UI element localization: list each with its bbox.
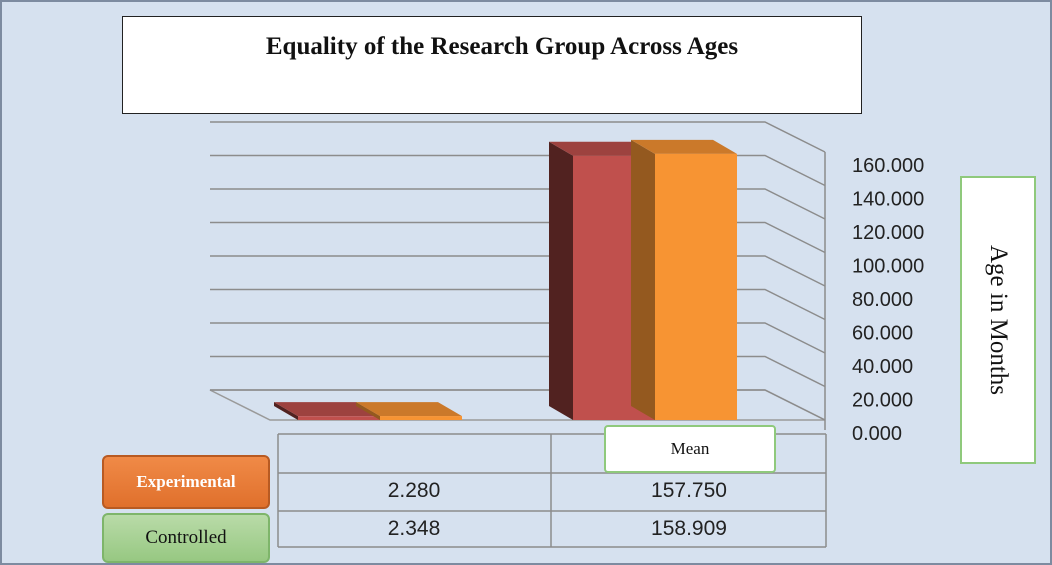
y-tick-label: 100.000 — [852, 256, 924, 278]
gridline — [210, 389, 826, 421]
bar-controlled-1 — [356, 402, 462, 420]
bar-top-face — [274, 402, 380, 417]
gridline — [210, 188, 826, 220]
bar-side-face — [274, 402, 298, 420]
gridline — [210, 121, 826, 153]
y-axis-label: Age in Months — [985, 245, 1012, 395]
chart-title-box: Equality of the Research Group Across Ag… — [122, 16, 862, 114]
gridline — [210, 154, 826, 187]
y-tick-label: 140.000 — [852, 189, 924, 211]
table-cell-controlled-1: 2.348 — [387, 517, 441, 540]
table-cell-experimental-1: 2.280 — [387, 479, 441, 502]
category-label-mean: Mean — [604, 425, 776, 473]
bar-top-face — [631, 139, 737, 154]
gridline — [210, 288, 826, 321]
legend-experimental: Experimental — [102, 455, 270, 509]
bar-side-face — [631, 139, 655, 420]
y-tick-label: 80.000 — [852, 289, 913, 311]
y-axis-label-box: Age in Months — [960, 176, 1036, 464]
y-tick-label: 120.000 — [852, 222, 924, 244]
y-tick-label: 40.000 — [852, 356, 913, 378]
gridline — [210, 255, 826, 287]
bar-top-face — [356, 402, 462, 417]
bar-front-face — [655, 153, 737, 420]
bar-side-face — [549, 141, 573, 421]
y-tick-label: 160.000 — [852, 155, 924, 177]
legend-controlled: Controlled — [102, 513, 270, 563]
bar-front-face — [380, 416, 462, 420]
gridline — [210, 221, 826, 254]
bar-front-face — [298, 416, 380, 420]
bar-side-face — [356, 402, 380, 420]
table-cell-controlled-2: 158.909 — [651, 517, 727, 540]
y-tick-label: 60.000 — [852, 323, 913, 345]
bar-top-face — [549, 141, 655, 156]
y-tick-label: 0.000 — [852, 423, 902, 445]
gridline — [210, 322, 826, 354]
gridline — [210, 355, 826, 388]
bar-controlled-2 — [631, 139, 737, 420]
chart-title: Equality of the Research Group Across Ag… — [265, 33, 739, 60]
bar-experimental-1 — [274, 402, 380, 420]
y-tick-label: 20.000 — [852, 390, 913, 412]
bar-experimental-2 — [549, 141, 655, 421]
table-cell-experimental-2: 157.750 — [651, 479, 727, 502]
